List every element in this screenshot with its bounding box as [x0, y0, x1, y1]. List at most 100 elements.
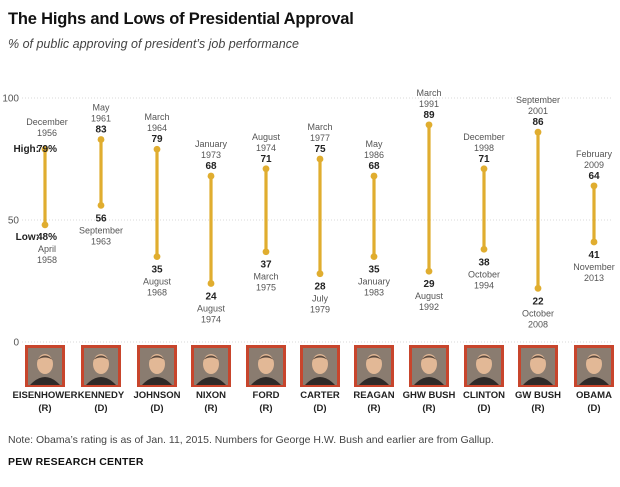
portrait-suit [305, 377, 335, 385]
high-date-label: 1964 [147, 123, 167, 133]
portrait-hair [530, 355, 546, 360]
low-point [480, 245, 488, 253]
high-date-label: May [92, 102, 110, 112]
low-point [370, 253, 378, 260]
portrait-face [421, 354, 437, 374]
low-point [97, 201, 105, 209]
high-value-label: 64 [588, 171, 600, 182]
y-tick-label: 50 [8, 216, 20, 227]
high-date-label: March [144, 112, 169, 122]
low-point [534, 284, 542, 292]
high-point [480, 165, 488, 173]
low-value-label: 29 [423, 279, 435, 290]
president-name-label: REAGAN [353, 390, 394, 401]
chart-title: The Highs and Lows of Presidential Appro… [8, 10, 354, 28]
high-point [590, 182, 598, 190]
high-date-label: 1973 [201, 150, 221, 160]
low-date-label: 1974 [201, 314, 221, 324]
low-value-label: 35 [368, 265, 380, 276]
portrait-hair [366, 355, 382, 360]
low-value-label: 38 [478, 257, 490, 268]
low-date-label: April [38, 244, 56, 254]
high-date-label: 1991 [419, 99, 439, 109]
low-date-label: 1979 [310, 305, 330, 315]
portrait-suit [30, 377, 60, 385]
portrait-hair [258, 355, 274, 360]
president-name-label: GHW BUSH [403, 390, 456, 401]
portrait-face [258, 354, 274, 374]
high-point [207, 172, 215, 180]
portrait-suit [142, 377, 172, 385]
portrait-hair [93, 355, 109, 360]
low-point [153, 253, 161, 260]
portrait-hair [421, 355, 437, 360]
party-label: (D) [477, 403, 490, 414]
president-name-label: EISENHOWER [13, 390, 78, 401]
high-value-label: 68 [205, 161, 217, 172]
portrait-face [476, 354, 492, 374]
portrait-suit [523, 377, 553, 385]
portrait-suit [469, 377, 499, 385]
low-value-label: 56 [95, 213, 107, 224]
low-date-label: 1992 [419, 302, 439, 312]
portrait-suit [251, 377, 281, 385]
low-date-label: 1958 [37, 255, 57, 265]
high-value-label: 71 [260, 154, 272, 165]
high-date-label: March [416, 88, 441, 98]
high-date-label: January [195, 139, 228, 149]
president-name-label: JOHNSON [134, 390, 181, 401]
portrait-face [586, 354, 602, 374]
portrait-hair [312, 355, 328, 360]
high-date-label: August [252, 132, 281, 142]
low-point [425, 267, 433, 275]
party-label: (D) [94, 403, 107, 414]
low-date-label: 1968 [147, 288, 167, 298]
low-value-label: 41 [588, 250, 600, 261]
low-date-label: 2013 [584, 273, 604, 283]
low-date-label: 1983 [364, 288, 384, 298]
low-value-label: 28 [314, 282, 326, 293]
low-date-label: August [415, 291, 444, 301]
low-value-label: 35 [151, 265, 163, 276]
high-date-label: 2001 [528, 106, 548, 116]
low-date-label: 1994 [474, 280, 494, 290]
president-name-label: OBAMA [576, 390, 612, 401]
low-value-label: 22 [532, 296, 544, 307]
party-label: (R) [531, 403, 544, 414]
low-point [316, 270, 324, 278]
president-name-label: NIXON [196, 390, 226, 401]
portrait-hair [149, 355, 165, 360]
high-value-label: 68 [368, 161, 380, 172]
high-point [370, 172, 378, 180]
high-prefix-label: High: [13, 144, 39, 155]
portrait-face [37, 354, 53, 374]
portrait-suit [86, 377, 116, 385]
high-value-label: 79% [37, 144, 57, 155]
portrait-suit [359, 377, 389, 385]
high-point [41, 145, 49, 153]
chart-subtitle: % of public approving of president’s job… [8, 37, 299, 51]
high-point [425, 121, 433, 129]
low-date-label: March [253, 272, 278, 282]
high-date-label: September [516, 95, 560, 105]
low-date-label: 1975 [256, 283, 276, 293]
portrait-hair [203, 355, 219, 360]
portrait-face [149, 354, 165, 374]
high-date-label: May [365, 139, 383, 149]
high-point [97, 136, 105, 143]
portrait-face [366, 354, 382, 374]
high-date-label: 2009 [584, 160, 604, 170]
high-date-label: 1961 [91, 113, 111, 123]
low-date-label: 2008 [528, 319, 548, 329]
portrait-face [203, 354, 219, 374]
president-name-label: GW BUSH [515, 390, 561, 401]
high-value-label: 75 [314, 144, 326, 155]
president-name-label: CLINTON [463, 390, 505, 401]
party-label: (R) [204, 403, 217, 414]
party-label: (R) [259, 403, 272, 414]
portrait-hair [586, 355, 602, 360]
party-label: (R) [367, 403, 380, 414]
low-date-label: November [573, 262, 615, 272]
portrait-suit [579, 377, 609, 385]
high-value-label: 71 [478, 154, 490, 165]
